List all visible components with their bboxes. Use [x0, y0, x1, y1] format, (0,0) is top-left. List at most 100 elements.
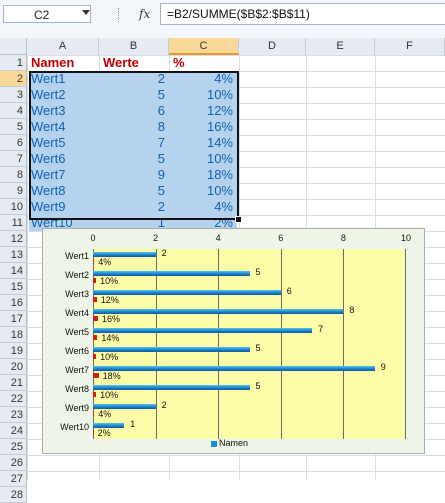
bar-percent[interactable]: [93, 259, 95, 264]
cell-value[interactable]: 5: [99, 87, 169, 103]
row-header-28[interactable]: 28: [0, 487, 27, 503]
bar-value[interactable]: [93, 290, 281, 295]
bar-percent[interactable]: [93, 278, 97, 283]
row-header-1[interactable]: 1: [0, 55, 27, 71]
category-label: Wert10: [60, 422, 89, 432]
row-header-26[interactable]: 26: [0, 455, 27, 471]
bar-percent[interactable]: [93, 297, 97, 302]
column-header-b[interactable]: B: [99, 38, 169, 55]
row-header-4[interactable]: 4: [0, 103, 27, 119]
row-header-15[interactable]: 15: [0, 279, 27, 295]
cell-percent[interactable]: 4%: [169, 71, 237, 87]
bar-value[interactable]: [93, 252, 156, 257]
row-header-12[interactable]: 12: [0, 231, 27, 247]
row-header-13[interactable]: 13: [0, 247, 27, 263]
chevron-down-icon[interactable]: [82, 10, 90, 15]
column-header-f[interactable]: F: [375, 38, 445, 55]
cell-value[interactable]: 2: [99, 199, 169, 215]
cell-name[interactable]: Wert3: [29, 103, 99, 119]
gridline: [343, 249, 345, 439]
cell-percent[interactable]: 4%: [169, 199, 237, 215]
cell-value[interactable]: 7: [99, 135, 169, 151]
cell-name[interactable]: Wert8: [29, 183, 99, 199]
row-header-6[interactable]: 6: [0, 135, 27, 151]
row-header-23[interactable]: 23: [0, 407, 27, 423]
cell-value[interactable]: 2: [99, 71, 169, 87]
bar-percent[interactable]: [93, 354, 97, 359]
plot-area[interactable]: 0 2 4 6 8 10 2 4% 5 10% 6 12% 8 16% 7 14% 5 10% 9 18% 5 10% 2 4…: [90, 233, 411, 439]
row-header-11[interactable]: 11: [0, 215, 27, 231]
bar-percent[interactable]: [93, 430, 94, 435]
row-header-9[interactable]: 9: [0, 183, 27, 199]
row-header-20[interactable]: 20: [0, 359, 27, 375]
cell-percent[interactable]: 14%: [169, 135, 237, 151]
row-header-18[interactable]: 18: [0, 327, 27, 343]
formula-bar-splitter[interactable]: [118, 8, 121, 22]
bar-percent[interactable]: [93, 373, 99, 378]
name-box[interactable]: C2: [3, 5, 91, 23]
row-header-5[interactable]: 5: [0, 119, 27, 135]
data-label-percent: 10%: [100, 390, 119, 400]
data-label-value: 5: [255, 267, 261, 277]
cell-value[interactable]: 5: [99, 183, 169, 199]
row-header-2[interactable]: 2: [0, 71, 27, 87]
cell-name[interactable]: Wert6: [29, 151, 99, 167]
cell-value[interactable]: 6: [99, 103, 169, 119]
cell-percent[interactable]: 12%: [169, 103, 237, 119]
x-tick-label: 10: [400, 233, 411, 243]
bar-value[interactable]: [93, 309, 344, 314]
row-header-19[interactable]: 19: [0, 343, 27, 359]
bar-value[interactable]: [93, 366, 375, 371]
bar-value[interactable]: [93, 328, 313, 333]
cell-name[interactable]: Wert4: [29, 119, 99, 135]
bar-value[interactable]: [93, 271, 250, 276]
column-header-e[interactable]: E: [306, 38, 375, 55]
row-header-7[interactable]: 7: [0, 151, 27, 167]
bar-value[interactable]: [93, 347, 250, 352]
header-percent[interactable]: %: [173, 55, 185, 70]
bar-value[interactable]: [93, 404, 156, 409]
formula-input[interactable]: =B2/SUMME($B$2:$B$11): [160, 3, 445, 25]
cell-name[interactable]: Wert7: [29, 167, 99, 183]
column-header-a[interactable]: A: [27, 38, 99, 55]
bar-percent[interactable]: [93, 411, 95, 416]
row-header-25[interactable]: 25: [0, 439, 27, 455]
cell-percent[interactable]: 16%: [169, 119, 237, 135]
column-header-c[interactable]: C: [169, 38, 239, 55]
bar-chart[interactable]: 0 2 4 6 8 10 2 4% 5 10% 6 12% 8 16% 7 14% 5 10% 9 18% 5 10% 2 4…: [42, 228, 425, 454]
cell-value[interactable]: 8: [99, 119, 169, 135]
bar-value[interactable]: [93, 423, 125, 428]
row-header-24[interactable]: 24: [0, 423, 27, 439]
cell-value[interactable]: 9: [99, 167, 169, 183]
row-header-10[interactable]: 10: [0, 199, 27, 215]
cell-percent[interactable]: 10%: [169, 87, 237, 103]
header-werte[interactable]: Werte: [103, 55, 139, 70]
cell-percent[interactable]: 10%: [169, 183, 237, 199]
row-header-21[interactable]: 21: [0, 375, 27, 391]
cell-percent[interactable]: 18%: [169, 167, 237, 183]
row-header-22[interactable]: 22: [0, 391, 27, 407]
insert-function-icon[interactable]: fx: [139, 7, 151, 21]
cell-name[interactable]: Wert9: [29, 199, 99, 215]
row-header-17[interactable]: 17: [0, 311, 27, 327]
bar-percent[interactable]: [93, 316, 98, 321]
category-label: Wert6: [65, 346, 89, 356]
chart-legend[interactable]: Namen: [211, 438, 248, 448]
row-header-3[interactable]: 3: [0, 87, 27, 103]
cell-percent[interactable]: 10%: [169, 151, 237, 167]
select-all-corner[interactable]: [0, 38, 27, 55]
cell-name[interactable]: Wert5: [29, 135, 99, 151]
bar-percent[interactable]: [93, 392, 97, 397]
row-header-14[interactable]: 14: [0, 263, 27, 279]
bar-value[interactable]: [93, 385, 250, 390]
fill-handle[interactable]: [235, 216, 242, 223]
row-header-8[interactable]: 8: [0, 167, 27, 183]
column-header-d[interactable]: D: [239, 38, 306, 55]
cell-name[interactable]: Wert1: [29, 71, 99, 87]
row-header-16[interactable]: 16: [0, 295, 27, 311]
row-header-27[interactable]: 27: [0, 471, 27, 487]
cell-name[interactable]: Wert2: [29, 87, 99, 103]
bar-percent[interactable]: [93, 335, 98, 340]
cell-value[interactable]: 5: [99, 151, 169, 167]
header-namen[interactable]: Namen: [31, 55, 75, 70]
